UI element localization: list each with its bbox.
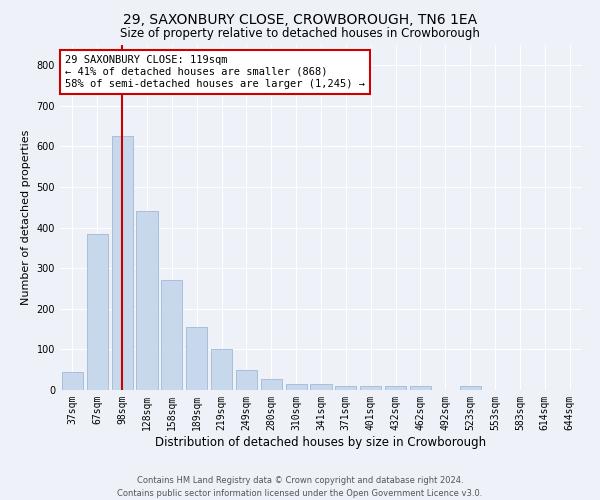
- Bar: [186, 327, 207, 390]
- Text: Contains HM Land Registry data © Crown copyright and database right 2024.
Contai: Contains HM Land Registry data © Crown c…: [118, 476, 482, 498]
- Text: Size of property relative to detached houses in Crowborough: Size of property relative to detached ho…: [120, 28, 480, 40]
- Bar: [87, 234, 108, 390]
- Bar: [360, 386, 381, 390]
- Y-axis label: Number of detached properties: Number of detached properties: [21, 130, 31, 305]
- Bar: [136, 212, 158, 390]
- Bar: [385, 386, 406, 390]
- Bar: [460, 386, 481, 390]
- Bar: [62, 372, 83, 390]
- Bar: [161, 280, 182, 390]
- Text: 29, SAXONBURY CLOSE, CROWBOROUGH, TN6 1EA: 29, SAXONBURY CLOSE, CROWBOROUGH, TN6 1E…: [123, 12, 477, 26]
- Bar: [261, 379, 282, 390]
- X-axis label: Distribution of detached houses by size in Crowborough: Distribution of detached houses by size …: [155, 436, 487, 448]
- Bar: [335, 386, 356, 390]
- Bar: [410, 386, 431, 390]
- Text: 29 SAXONBURY CLOSE: 119sqm
← 41% of detached houses are smaller (868)
58% of sem: 29 SAXONBURY CLOSE: 119sqm ← 41% of deta…: [65, 56, 365, 88]
- Bar: [286, 384, 307, 390]
- Bar: [211, 350, 232, 390]
- Bar: [310, 384, 332, 390]
- Bar: [112, 136, 133, 390]
- Bar: [236, 370, 257, 390]
